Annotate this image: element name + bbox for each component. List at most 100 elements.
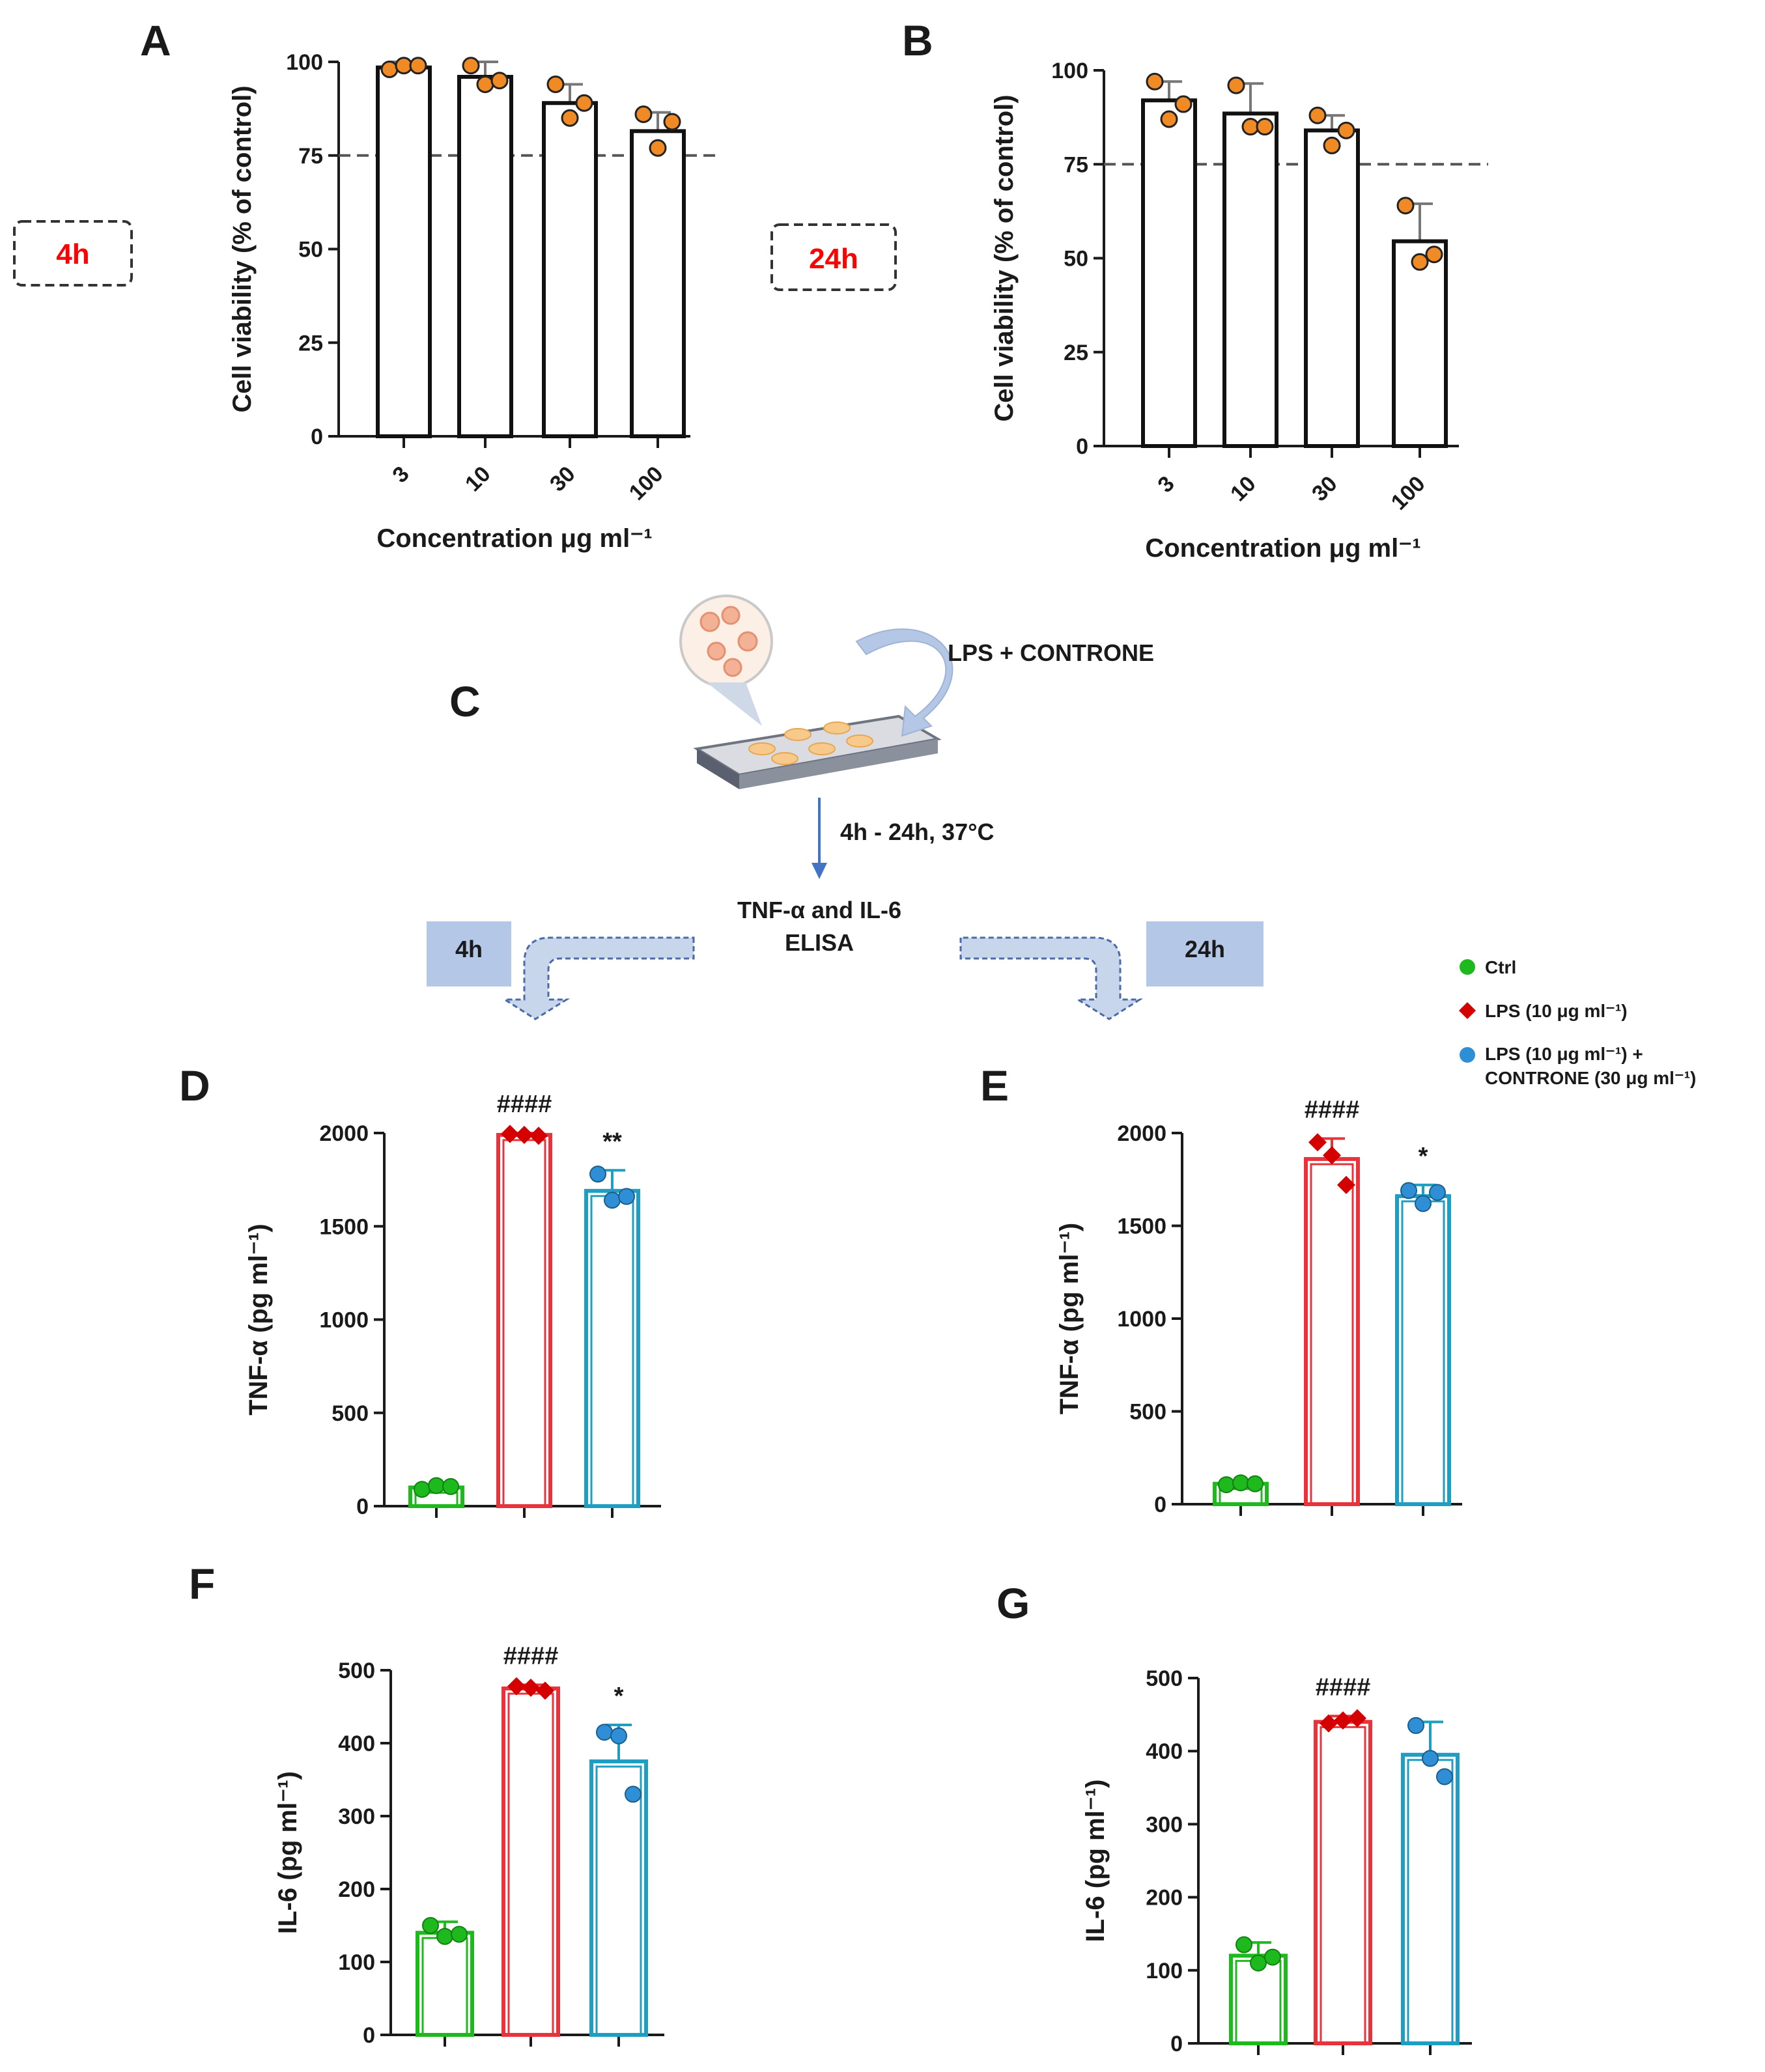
data-point xyxy=(1232,1474,1249,1492)
y-tick-label: 0 xyxy=(356,1494,369,1519)
data-point xyxy=(462,57,480,75)
data-point xyxy=(1334,1711,1352,1730)
incubation-label: 4h - 24h, 37°C xyxy=(840,819,994,845)
y-axis-label: IL-6 (pg ml⁻¹) xyxy=(1081,1780,1110,1942)
time-tag-4h-text: 4h xyxy=(56,238,89,270)
data-point xyxy=(561,109,579,127)
data-point xyxy=(436,1927,453,1945)
y-tick-label: 1500 xyxy=(1117,1214,1166,1239)
data-point xyxy=(575,94,593,112)
y-axis-label: IL-6 (pg ml⁻¹) xyxy=(274,1771,302,1934)
flow-box-4h: 4h xyxy=(427,921,511,987)
assay-label-line2: ELISA xyxy=(785,929,854,956)
data-point xyxy=(1323,136,1341,154)
time-tag-4h: 4h xyxy=(13,220,133,287)
y-tick-label: 0 xyxy=(1154,1492,1166,1517)
bar-30 xyxy=(1304,128,1360,448)
bar-100 xyxy=(1392,239,1448,448)
legend-combo-marker xyxy=(1460,1047,1475,1063)
data-point xyxy=(1308,106,1327,124)
data-point xyxy=(1337,121,1355,139)
legend-lps-label: LPS (10 μg ml⁻¹) xyxy=(1485,1001,1628,1021)
y-tick-label: 0 xyxy=(1076,434,1088,459)
data-point xyxy=(610,1727,627,1744)
y-tick-label: 500 xyxy=(338,1659,375,1683)
significance-marker: #### xyxy=(1305,1097,1360,1124)
significance-marker: #### xyxy=(1316,1673,1371,1701)
data-point xyxy=(409,57,427,75)
data-point xyxy=(1320,1714,1338,1733)
bar-lps-controne xyxy=(1395,1194,1451,1507)
x-axis-label: Concentration μg ml⁻¹ xyxy=(1145,534,1420,563)
y-tick-label: 0 xyxy=(363,2023,375,2048)
panel-f-chart: F 0 100 200 300 400 500 IL-6 (pg ml⁻¹) #### * xyxy=(189,1560,664,2048)
treatment-label: LPS + CONTRONE xyxy=(948,639,1154,666)
y-tick-label: 0 xyxy=(311,425,323,449)
data-point xyxy=(1422,1750,1439,1767)
data-point xyxy=(625,1785,642,1803)
bar-100 xyxy=(630,129,686,438)
panel-label-a: A xyxy=(140,16,171,64)
data-point xyxy=(596,1724,613,1741)
data-point xyxy=(1436,1768,1453,1785)
bar-lps-controne xyxy=(1401,1752,1460,2046)
panel-label-d: D xyxy=(179,1061,210,1110)
data-point xyxy=(1429,1184,1446,1201)
panel-g-chart: G 0 100 200 300 400 500 IL-6 (pg ml⁻¹) #### xyxy=(996,1579,1472,2056)
data-point xyxy=(1425,245,1443,264)
time-tag-24h-text: 24h xyxy=(809,243,858,275)
data-point xyxy=(1160,110,1178,128)
y-tick-label: 25 xyxy=(298,331,323,356)
y-tick-label: 100 xyxy=(338,1950,375,1975)
y-tick-label: 75 xyxy=(1064,152,1088,177)
legend-ctrl-marker xyxy=(1460,959,1475,975)
bar-lps xyxy=(496,1132,552,1508)
y-tick-label: 500 xyxy=(1146,1666,1183,1691)
bar-10 xyxy=(1222,111,1278,448)
data-point xyxy=(1308,1133,1327,1152)
schematic-c: C LPS + CONTRONE 4h - 24h, 37°C TNF-α xyxy=(427,595,1264,1020)
flow-box-24h-label: 24h xyxy=(1185,936,1225,962)
data-point xyxy=(1323,1146,1341,1165)
data-point xyxy=(1415,1195,1432,1212)
data-point xyxy=(604,1192,621,1209)
data-point xyxy=(1256,118,1274,136)
time-tag-24h: 24h xyxy=(770,223,897,291)
bar-3 xyxy=(1141,98,1197,449)
data-point xyxy=(1227,76,1245,94)
data-point xyxy=(522,1678,540,1697)
y-tick-label: 50 xyxy=(1064,247,1088,272)
data-point xyxy=(507,1677,526,1696)
data-point xyxy=(428,1477,445,1494)
data-point xyxy=(515,1125,533,1144)
data-point xyxy=(490,72,509,90)
y-tick-label: 75 xyxy=(298,144,323,169)
y-tick-label: 200 xyxy=(1146,1886,1183,1911)
y-tick-label: 2000 xyxy=(1117,1121,1166,1146)
significance-marker: * xyxy=(1419,1143,1428,1170)
data-point xyxy=(414,1481,431,1498)
culture-plate-icon xyxy=(693,714,942,789)
significance-marker: #### xyxy=(497,1091,552,1118)
bar-lps xyxy=(1304,1156,1360,1506)
y-axis-label: TNF-α (pg ml⁻¹) xyxy=(244,1224,273,1416)
bar-lps-controne xyxy=(584,1188,640,1508)
bar-3 xyxy=(376,65,432,438)
data-point xyxy=(442,1477,459,1495)
flow-arrow-right xyxy=(959,936,1144,1020)
assay-label-line1: TNF-α and IL-6 xyxy=(737,897,901,923)
legend-combo-label-line1: LPS (10 μg ml⁻¹) + xyxy=(1485,1044,1643,1064)
data-point xyxy=(1250,1954,1267,1972)
data-point xyxy=(618,1188,635,1205)
panel-label-b: B xyxy=(902,16,933,64)
data-point xyxy=(1407,1716,1424,1734)
data-point xyxy=(1146,72,1164,91)
panel-e-chart: E 0 500 1000 1500 2000 TNF-α (pg ml⁻¹) #### * xyxy=(980,1061,1462,1517)
bar-10 xyxy=(457,75,513,438)
treatment-curved-arrow xyxy=(855,628,953,737)
data-point xyxy=(663,113,681,131)
y-tick-label: 300 xyxy=(1146,1812,1183,1837)
flow-arrow-left xyxy=(501,936,695,1020)
y-tick-label: 1000 xyxy=(1117,1307,1166,1332)
